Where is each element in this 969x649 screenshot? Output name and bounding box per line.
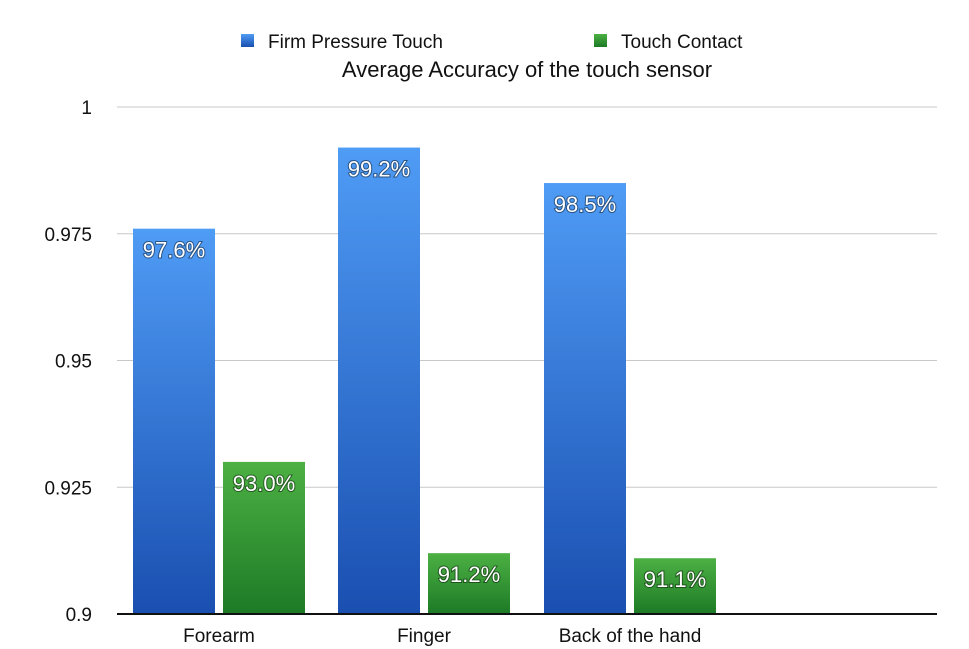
bar [223, 461, 305, 614]
bar [428, 553, 510, 614]
y-axis: 0.9 0.925 0.95 0.975 1 [44, 98, 92, 626]
data-label: 91.2% [438, 562, 500, 587]
y-tick-label: 0.95 [55, 352, 92, 373]
legend-item: Firm Pressure Touch [241, 32, 443, 53]
y-tick-label: 1 [81, 98, 92, 119]
bar [338, 147, 420, 614]
legend-item: Touch Contact [594, 32, 743, 53]
legend-swatch [594, 34, 607, 47]
y-tick-label: 0.975 [44, 225, 92, 246]
y-tick-label: 0.925 [44, 478, 92, 499]
x-axis: Forearm Finger Back of the hand [117, 613, 937, 647]
x-tick-label: Finger [397, 626, 452, 647]
x-tick-label: Forearm [183, 626, 255, 647]
bar [133, 228, 215, 614]
gridlines [117, 106, 937, 488]
legend: Firm Pressure Touch Touch Contact [241, 32, 743, 53]
data-label: 97.6% [143, 238, 205, 263]
legend-label: Firm Pressure Touch [268, 32, 443, 53]
x-tick-label: Back of the hand [559, 626, 702, 647]
y-tick-label: 0.9 [66, 605, 92, 626]
legend-swatch [241, 34, 254, 47]
data-label: 93.0% [233, 471, 295, 496]
bar [544, 183, 626, 615]
bar [634, 558, 716, 614]
data-label: 99.2% [348, 157, 410, 182]
data-label: 91.1% [644, 567, 706, 592]
data-label: 98.5% [554, 192, 616, 217]
chart-title: Average Accuracy of the touch sensor [342, 57, 712, 82]
bars: 97.6% 93.0% 99.2% 91.2% 98.5% 91.1% [133, 147, 716, 615]
legend-label: Touch Contact [621, 32, 743, 53]
